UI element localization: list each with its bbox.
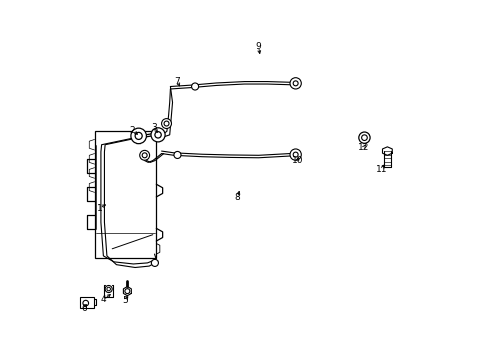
- Text: 3: 3: [151, 123, 157, 132]
- Circle shape: [293, 81, 298, 86]
- Circle shape: [289, 149, 301, 160]
- Circle shape: [131, 128, 146, 144]
- Circle shape: [151, 259, 158, 266]
- Circle shape: [83, 300, 88, 306]
- Circle shape: [135, 132, 142, 139]
- Text: 10: 10: [291, 156, 303, 165]
- Circle shape: [191, 83, 198, 90]
- Circle shape: [289, 78, 301, 89]
- Text: 6: 6: [81, 304, 87, 313]
- Circle shape: [124, 289, 130, 294]
- Text: 7: 7: [174, 77, 180, 86]
- Circle shape: [174, 152, 181, 158]
- Circle shape: [161, 118, 171, 129]
- Text: 4: 4: [101, 296, 106, 305]
- Circle shape: [293, 152, 298, 157]
- Circle shape: [155, 132, 161, 138]
- Circle shape: [105, 285, 112, 293]
- Bar: [81, 297, 94, 308]
- Text: 12: 12: [357, 143, 368, 152]
- Circle shape: [358, 132, 369, 143]
- Text: 8: 8: [234, 193, 240, 202]
- Circle shape: [361, 135, 366, 140]
- Text: 11: 11: [376, 165, 387, 174]
- Text: 5: 5: [122, 296, 128, 305]
- Text: 2: 2: [130, 126, 135, 135]
- Text: 1: 1: [97, 204, 102, 213]
- Circle shape: [107, 287, 110, 291]
- Bar: [94, 131, 156, 258]
- Circle shape: [164, 121, 169, 126]
- Circle shape: [140, 150, 149, 160]
- Circle shape: [151, 128, 165, 142]
- Text: 9: 9: [255, 42, 261, 51]
- Circle shape: [142, 153, 147, 158]
